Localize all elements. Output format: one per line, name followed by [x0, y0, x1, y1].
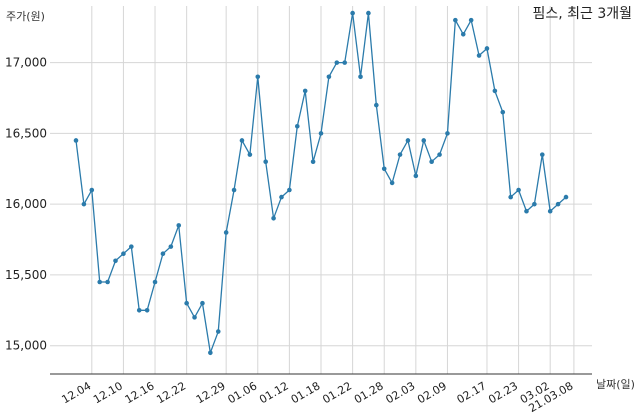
- data-point: [263, 159, 268, 164]
- x-tick-label: 02.17: [455, 379, 489, 406]
- data-point: [73, 138, 79, 143]
- data-point: [516, 187, 521, 193]
- grid-lines: [50, 6, 592, 374]
- data-point: [484, 46, 490, 51]
- data-point: [413, 173, 419, 179]
- data-point: [184, 300, 189, 306]
- data-point: [121, 251, 126, 256]
- data-point: [113, 258, 118, 264]
- data-point: [334, 60, 340, 65]
- data-point: [168, 244, 174, 249]
- data-point: [302, 88, 308, 94]
- x-tick-label: 12.04: [60, 379, 94, 406]
- data-point: [405, 138, 411, 143]
- x-tick-label: 12.10: [91, 379, 125, 406]
- data-point: [176, 223, 182, 228]
- x-tick-label: 02.03: [384, 379, 418, 406]
- data-point: [136, 308, 142, 313]
- y-tick-labels: 15,000 15,500 16,000 16,500 17,000: [5, 56, 47, 353]
- x-tick-label: 01.22: [320, 379, 354, 406]
- x-tick-label: 12.22: [154, 379, 188, 406]
- data-point: [381, 166, 387, 172]
- x-tick-label: 01.12: [257, 379, 291, 406]
- data-point: [200, 300, 205, 306]
- data-point: [318, 131, 324, 136]
- data-point: [152, 279, 158, 285]
- data-points: [73, 10, 569, 356]
- data-point: [524, 208, 529, 214]
- data-point: [532, 201, 537, 207]
- data-point: [192, 315, 197, 320]
- data-point: [366, 10, 371, 16]
- data-point: [389, 180, 395, 186]
- data-point: [350, 10, 355, 16]
- data-point: [294, 124, 300, 129]
- y-tick-label: 15,500: [5, 268, 47, 282]
- data-point: [460, 32, 466, 37]
- data-point: [231, 187, 237, 193]
- data-point: [223, 230, 229, 235]
- data-point: [97, 279, 103, 285]
- y-tick-label: 16,000: [5, 197, 47, 211]
- data-point: [326, 74, 332, 80]
- x-tick-label: 12.29: [194, 379, 228, 406]
- data-point: [563, 194, 569, 200]
- x-tick-label: 02.09: [415, 379, 449, 406]
- data-point: [89, 187, 95, 193]
- data-point: [437, 152, 442, 157]
- data-point: [287, 187, 292, 193]
- y-axis-label: 주가(원): [6, 10, 45, 23]
- data-point: [105, 279, 110, 285]
- data-point: [358, 74, 363, 80]
- chart-title: 핌스, 최근 3개월: [532, 6, 632, 22]
- y-tick-label: 16,500: [5, 126, 47, 140]
- data-point: [555, 201, 561, 207]
- data-point: [247, 152, 253, 157]
- data-point: [476, 53, 482, 58]
- y-tick-label: 17,000: [5, 56, 47, 70]
- data-point: [160, 251, 166, 256]
- y-tick-label: 15,000: [5, 339, 47, 353]
- data-point: [468, 17, 474, 23]
- data-point: [215, 329, 221, 334]
- data-point: [271, 216, 276, 221]
- data-point: [208, 350, 213, 356]
- data-point: [508, 194, 513, 200]
- data-point: [539, 152, 545, 157]
- data-point: [445, 131, 450, 136]
- x-tick-label: 01.18: [289, 379, 323, 406]
- data-point: [429, 159, 434, 164]
- data-point: [255, 74, 261, 80]
- data-point: [500, 109, 506, 115]
- data-point: [421, 138, 427, 143]
- data-point: [81, 201, 87, 207]
- x-axis-label: 날짜(일): [596, 377, 635, 391]
- data-point: [453, 17, 458, 23]
- data-point: [547, 208, 553, 214]
- data-point: [239, 138, 245, 143]
- data-point: [342, 60, 348, 65]
- data-point: [397, 152, 403, 157]
- data-point: [374, 102, 379, 108]
- data-point: [129, 244, 134, 249]
- data-point: [279, 194, 284, 200]
- data-point: [144, 308, 150, 313]
- data-point: [310, 159, 316, 164]
- x-tick-label: 01.28: [352, 379, 386, 406]
- x-tick-label: 02.23: [486, 379, 520, 406]
- x-tick-label: 12.16: [123, 379, 157, 406]
- data-point: [492, 88, 498, 94]
- x-tick-label: 01.06: [225, 379, 259, 406]
